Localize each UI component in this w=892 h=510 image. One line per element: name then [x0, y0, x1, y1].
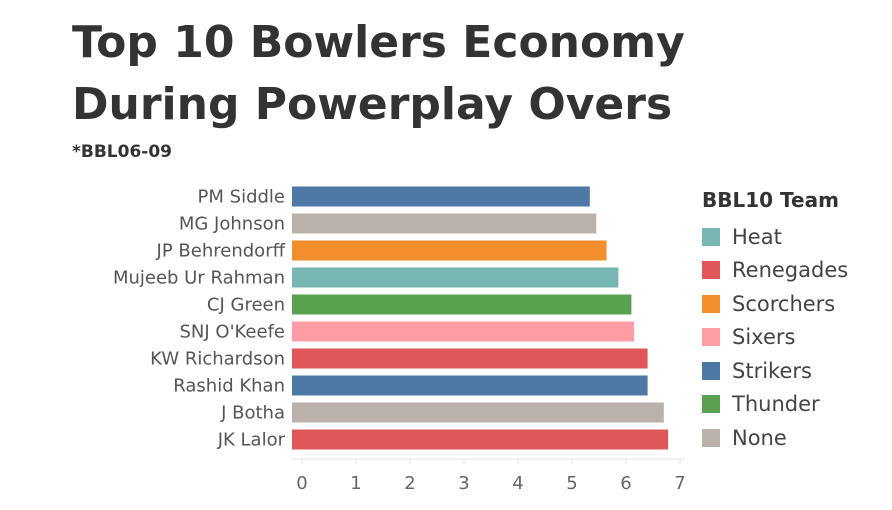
- legend-label: Renegades: [732, 258, 849, 283]
- bar-5: [292, 321, 635, 342]
- x-tick-label: 7: [674, 473, 685, 494]
- legend-item: None: [702, 421, 848, 455]
- bar-chart: PM Siddle MG Johnson JP Behrendorff Mujeeb …: [113, 186, 686, 494]
- bar-4: [292, 294, 632, 315]
- legend-item: Scorchers: [702, 287, 848, 321]
- legend-item: Strikers: [702, 354, 848, 388]
- legend-items: Heat Renegades Scorchers Sixers Strikers Thun…: [702, 220, 848, 455]
- legend-label: Sixers: [732, 325, 796, 350]
- category-label: JP Behrendorff: [156, 241, 286, 262]
- x-ticks: 0 1 2 3 4 5 6 7: [296, 459, 686, 494]
- legend-label: Thunder: [732, 392, 820, 417]
- chart-title-line-2: During Powerplay Overs: [72, 79, 673, 130]
- bar-2: [292, 240, 607, 261]
- bar-0: [292, 186, 590, 207]
- bar-1: [292, 213, 597, 234]
- category-label: Mujeeb Ur Rahman: [113, 268, 285, 289]
- chart-title-line-1: Top 10 Bowlers Economy: [72, 17, 685, 68]
- x-tick-label: 0: [296, 473, 307, 494]
- legend-swatch: [702, 294, 720, 313]
- bar-3: [292, 267, 619, 288]
- legend-swatch: [702, 227, 720, 246]
- bar-7: [292, 375, 648, 396]
- legend-label: None: [732, 425, 787, 450]
- category-label: SNJ O'Keefe: [179, 322, 285, 343]
- legend-swatch: [702, 428, 720, 447]
- chart-title: Top 10 Bowlers Economy During Powerplay …: [72, 12, 685, 136]
- chart-subtitle: *BBL06-09: [72, 142, 173, 162]
- x-tick-label: 4: [512, 473, 523, 494]
- legend-item: Heat: [702, 220, 848, 254]
- legend-item: Thunder: [702, 388, 848, 422]
- bars-group: [292, 186, 669, 450]
- category-label: CJ Green: [207, 295, 285, 316]
- legend-swatch: [702, 328, 720, 347]
- bar-8: [292, 402, 664, 423]
- category-label: Rashid Khan: [173, 376, 285, 397]
- legend: BBL10 Team Heat Renegades Scorchers Sixers S…: [702, 188, 848, 455]
- x-tick-label: 3: [458, 473, 469, 494]
- x-tick-label: 6: [620, 473, 631, 494]
- category-label: J Botha: [220, 403, 285, 424]
- x-tick-label: 1: [350, 473, 361, 494]
- x-tick-label: 2: [404, 473, 415, 494]
- legend-item: Renegades: [702, 254, 848, 288]
- category-label: MG Johnson: [179, 214, 285, 235]
- legend-label: Heat: [732, 224, 782, 249]
- category-label: PM Siddle: [198, 187, 285, 208]
- legend-swatch: [702, 361, 720, 380]
- category-label: JK Lalor: [217, 430, 286, 451]
- legend-title: BBL10 Team: [702, 188, 839, 212]
- legend-swatch: [702, 395, 720, 414]
- x-tick-label: 5: [566, 473, 577, 494]
- legend-swatch: [702, 261, 720, 280]
- category-labels: PM Siddle MG Johnson JP Behrendorff Mujeeb …: [113, 187, 286, 451]
- category-label: KW Richardson: [150, 349, 285, 370]
- legend-label: Scorchers: [732, 291, 836, 316]
- bar-9: [292, 429, 669, 450]
- legend-label: Strikers: [732, 358, 812, 383]
- bar-6: [292, 348, 648, 369]
- legend-item: Sixers: [702, 321, 848, 355]
